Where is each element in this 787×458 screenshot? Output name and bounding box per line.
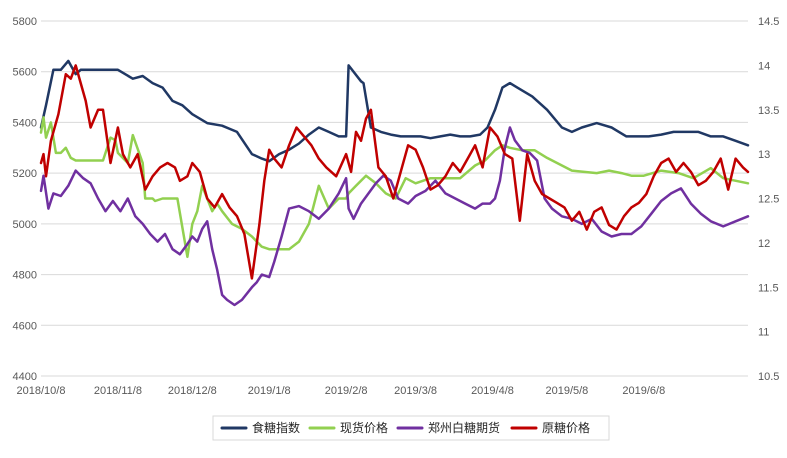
y-right-tick-label: 14.5 (758, 16, 779, 28)
series-line-3 (39, 64, 750, 280)
series-line-1 (39, 116, 750, 259)
x-tick-label: 2019/3/8 (394, 385, 437, 397)
x-tick-label: 2019/6/8 (622, 385, 665, 397)
x-tick-label: 2019/2/8 (325, 385, 368, 397)
y-left-tick-label: 5400 (13, 117, 37, 129)
x-tick-label: 2018/10/8 (17, 385, 66, 397)
y-right-tick-label: 10.5 (758, 371, 779, 383)
y-left-tick-label: 4400 (13, 371, 37, 383)
y-left-tick-label: 4800 (13, 270, 37, 282)
gridlines (41, 20, 748, 377)
legend: 食糖指数 现货价格 郑州白糖期货 原糖价格 (212, 415, 610, 441)
y-right-tick-label: 14 (758, 60, 770, 72)
y-right-tick-label: 12.5 (758, 194, 779, 206)
x-tick-label: 2018/12/8 (168, 385, 217, 397)
left-axis-ticks: 4400 4600 4800 5000 5200 5400 5600 5800 (13, 16, 37, 383)
y-right-tick-label: 11.5 (758, 282, 779, 294)
y-right-tick-label: 13 (758, 149, 770, 161)
legend-label-0: 食糖指数 (252, 420, 300, 435)
legend-label-1: 现货价格 (340, 420, 388, 435)
y-left-tick-label: 5000 (13, 219, 37, 231)
x-tick-label: 2019/1/8 (248, 385, 291, 397)
y-right-tick-label: 13.5 (758, 105, 779, 117)
x-tick-label: 2019/4/8 (471, 385, 514, 397)
series-line-0 (39, 59, 750, 163)
x-tick-label: 2018/11/8 (94, 385, 142, 397)
legend-label-2: 郑州白糖期货 (428, 420, 500, 435)
series-lines (39, 59, 750, 307)
y-left-tick-label: 4600 (13, 320, 37, 332)
x-tick-label: 2019/5/8 (545, 385, 588, 397)
y-left-tick-label: 5800 (13, 16, 37, 28)
x-axis-ticks: 2018/10/8 2018/11/8 2018/12/8 2019/1/8 2019/… (17, 385, 666, 397)
legend-label-3: 原糖价格 (542, 420, 590, 435)
y-right-tick-label: 12 (758, 238, 770, 250)
right-axis-ticks: 10.5 11 11.5 12 12.5 13 13.5 14 14.5 (758, 16, 779, 383)
y-right-tick-label: 11 (758, 327, 769, 339)
y-left-tick-label: 5200 (13, 168, 37, 180)
y-left-tick-label: 5600 (13, 67, 37, 79)
